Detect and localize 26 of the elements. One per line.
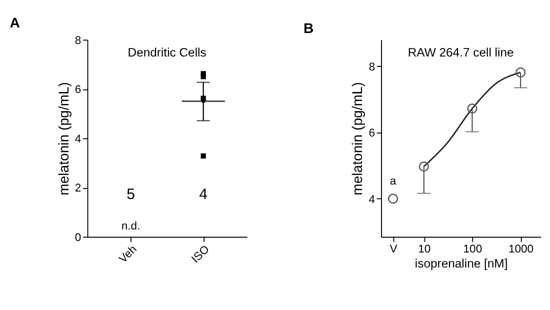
y-tick-label: 0 <box>74 232 82 244</box>
text: RAW 264.7 cell line <box>408 46 514 60</box>
x-tick-label: ISO <box>190 243 212 266</box>
x-tick-label: 1000 <box>508 243 534 256</box>
x-tick-label: 100 <box>463 243 482 256</box>
x-axis-title: isoprenaline [nM] <box>414 256 508 270</box>
x-tick-label: Veh <box>117 243 140 266</box>
y-tick-label: 4 <box>368 194 375 206</box>
x-tick-label: V <box>390 243 398 256</box>
annotation: 5 <box>126 186 135 204</box>
y-tick-label: 8 <box>368 61 375 74</box>
y-tick-label: 8 <box>74 34 82 47</box>
text: Dendritic Cells <box>128 46 206 60</box>
annotation: a <box>390 176 397 188</box>
chart-title: A <box>10 14 20 30</box>
y-tick-label: 6 <box>74 84 82 96</box>
line-series <box>423 72 522 168</box>
y-tick-label: 4 <box>74 133 82 146</box>
x-tick-label: 10 <box>418 243 431 256</box>
y-axis-title: melatonin (pg/mL) <box>349 82 366 196</box>
annotation: n.d. <box>121 220 140 233</box>
y-tick-label: 6 <box>368 128 375 140</box>
chart-title: B <box>303 20 314 36</box>
annotation: 4 <box>199 186 208 204</box>
y-tick-label: 2 <box>74 182 82 195</box>
y-axis-title: melatonin (pg/mL) <box>55 82 72 196</box>
